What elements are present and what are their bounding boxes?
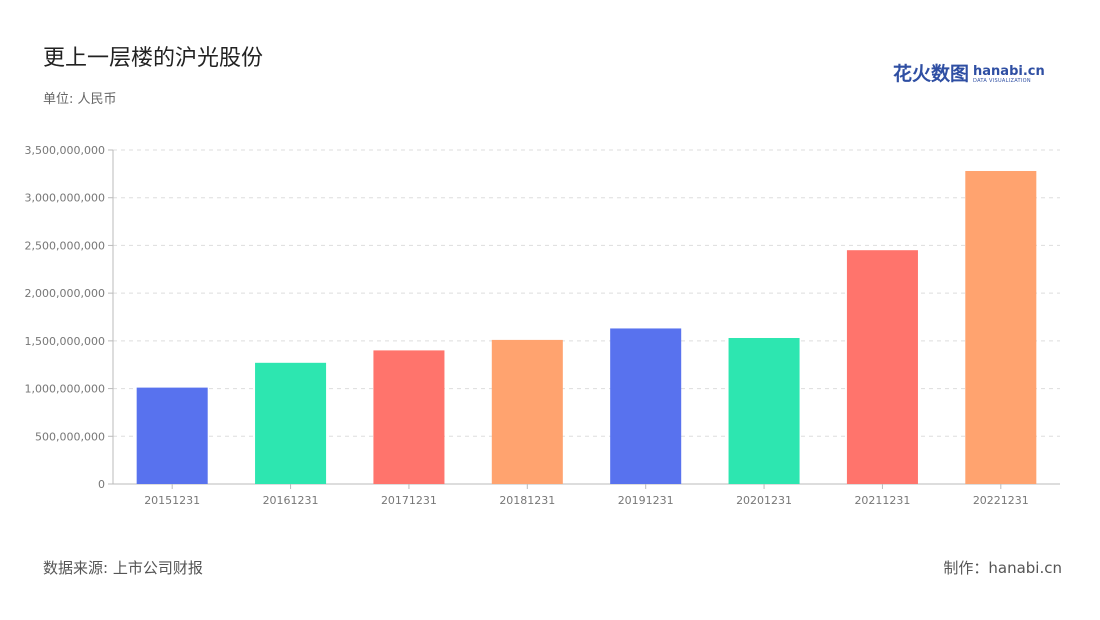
x-tick-label: 20201231 <box>736 494 792 507</box>
bar <box>491 339 563 484</box>
y-tick-label: 2,000,000,000 <box>25 287 105 300</box>
logo-en-text: hanabi.cn <box>973 64 1045 79</box>
brand-logo: 花火数图 hanabi.cn DATA VISUALIZATION <box>893 62 1045 84</box>
y-tick-label: 2,500,000,000 <box>25 239 105 252</box>
y-tick-label: 3,000,000,000 <box>25 192 105 205</box>
x-tick-label: 20181231 <box>499 494 555 507</box>
y-tick-label: 500,000,000 <box>35 430 105 443</box>
x-tick-label: 20221231 <box>973 494 1029 507</box>
logo-cn-text: 花火数图 <box>893 63 970 85</box>
data-source: 数据来源: 上市公司财报 <box>43 559 203 577</box>
credit: 制作：hanabi.cn <box>943 559 1062 577</box>
bar <box>136 387 208 484</box>
logo-en-subtext: DATA VISUALIZATION <box>973 78 1031 84</box>
unit-label: 单位: 人民币 <box>43 92 117 107</box>
logo-en-block: hanabi.cn DATA VISUALIZATION <box>973 65 1045 84</box>
x-tick-label: 20211231 <box>854 494 910 507</box>
y-tick-label: 1,000,000,000 <box>25 383 105 396</box>
bar <box>965 170 1037 484</box>
y-tick-label: 0 <box>98 478 105 491</box>
y-tick-label: 1,500,000,000 <box>25 335 105 348</box>
x-tick-label: 20151231 <box>144 494 200 507</box>
x-tick-label: 20171231 <box>381 494 437 507</box>
chart-title: 更上一层楼的沪光股份 <box>43 46 264 71</box>
bar <box>610 328 682 484</box>
bar <box>373 350 445 484</box>
x-tick-label: 20161231 <box>263 494 319 507</box>
bar <box>255 362 327 484</box>
y-tick-label: 3,500,000,000 <box>25 144 105 157</box>
bar <box>728 337 800 484</box>
bar <box>846 250 918 484</box>
x-tick-label: 20191231 <box>618 494 674 507</box>
